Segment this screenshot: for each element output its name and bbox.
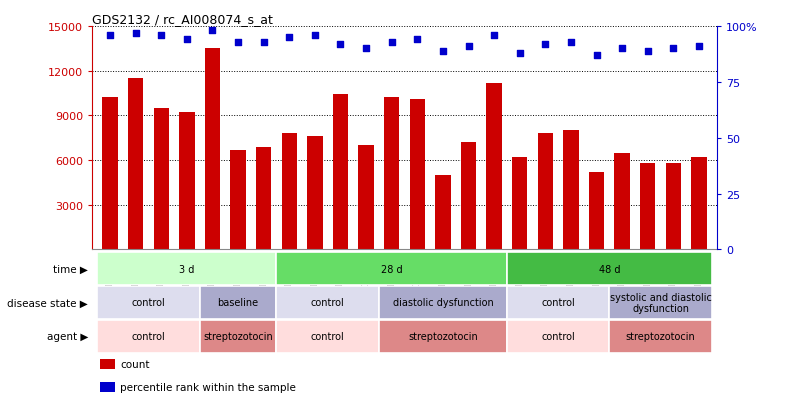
Text: control: control: [541, 332, 575, 342]
Point: [488, 33, 501, 39]
Bar: [379, 287, 507, 319]
Bar: [691, 158, 706, 250]
Point: [334, 41, 347, 48]
Bar: [282, 134, 297, 250]
Text: streptozotocin: streptozotocin: [626, 332, 695, 342]
Point: [667, 46, 680, 52]
Point: [411, 37, 424, 43]
Bar: [507, 320, 610, 353]
Bar: [409, 100, 425, 250]
Text: GDS2132 / rc_AI008074_s_at: GDS2132 / rc_AI008074_s_at: [92, 13, 273, 26]
Bar: [384, 98, 400, 250]
Bar: [97, 320, 199, 353]
Text: 48 d: 48 d: [598, 264, 620, 274]
Bar: [614, 153, 630, 250]
Text: baseline: baseline: [218, 298, 259, 308]
Text: diastolic dysfunction: diastolic dysfunction: [392, 298, 493, 308]
Point: [437, 48, 449, 55]
Point: [103, 33, 116, 39]
Bar: [128, 79, 143, 250]
Text: agent ▶: agent ▶: [46, 332, 88, 342]
Text: control: control: [311, 298, 344, 308]
Bar: [308, 137, 323, 250]
Point: [385, 39, 398, 46]
Point: [513, 50, 526, 57]
Point: [231, 39, 244, 46]
Bar: [512, 158, 527, 250]
Bar: [97, 287, 199, 319]
Bar: [666, 164, 681, 250]
Bar: [103, 98, 118, 250]
Bar: [154, 109, 169, 250]
Bar: [276, 287, 379, 319]
Text: systolic and diastolic
dysfunction: systolic and diastolic dysfunction: [610, 292, 711, 313]
Bar: [256, 147, 272, 250]
Bar: [199, 287, 276, 319]
Point: [257, 39, 270, 46]
Point: [155, 33, 167, 39]
Text: control: control: [311, 332, 344, 342]
Point: [308, 33, 321, 39]
Bar: [231, 150, 246, 250]
Point: [129, 30, 142, 37]
Point: [180, 37, 193, 43]
Bar: [332, 95, 348, 250]
Text: control: control: [131, 298, 165, 308]
Bar: [537, 134, 553, 250]
Bar: [640, 164, 655, 250]
Bar: [276, 253, 507, 285]
Text: count: count: [120, 359, 150, 369]
Bar: [507, 253, 712, 285]
Bar: [179, 113, 195, 250]
Bar: [610, 287, 712, 319]
Point: [642, 48, 654, 55]
Point: [206, 28, 219, 35]
Point: [283, 35, 296, 41]
Text: percentile rank within the sample: percentile rank within the sample: [120, 382, 296, 392]
Bar: [589, 173, 604, 250]
Text: control: control: [131, 332, 165, 342]
Bar: [379, 320, 507, 353]
Bar: [276, 320, 379, 353]
Bar: [97, 253, 276, 285]
Bar: [610, 320, 712, 353]
Text: streptozotocin: streptozotocin: [203, 332, 273, 342]
Bar: [358, 146, 374, 250]
Text: disease state ▶: disease state ▶: [7, 298, 88, 308]
Bar: [563, 131, 578, 250]
Bar: [507, 287, 610, 319]
Text: streptozotocin: streptozotocin: [408, 332, 477, 342]
Bar: [486, 83, 501, 250]
Point: [462, 44, 475, 50]
Bar: [435, 176, 451, 250]
Text: 3 d: 3 d: [179, 264, 195, 274]
Point: [616, 46, 629, 52]
Point: [565, 39, 578, 46]
Point: [360, 46, 372, 52]
Text: time ▶: time ▶: [53, 264, 88, 274]
Point: [590, 52, 603, 59]
Text: control: control: [541, 298, 575, 308]
Bar: [205, 49, 220, 250]
Bar: [461, 143, 477, 250]
Point: [693, 44, 706, 50]
Bar: [199, 320, 276, 353]
Text: 28 d: 28 d: [381, 264, 403, 274]
Point: [539, 41, 552, 48]
